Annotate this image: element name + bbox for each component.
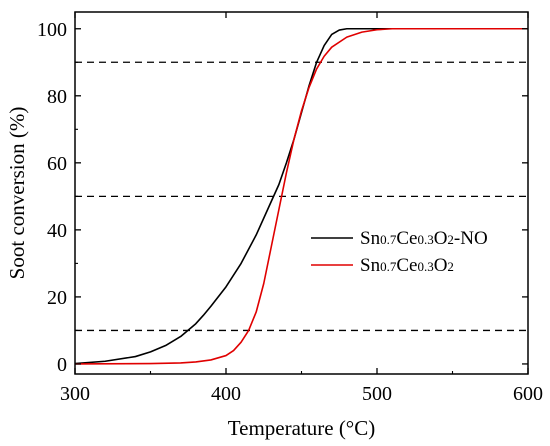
legend-label-2: Sn0.7Ce0.3O2 [360, 255, 454, 276]
x-axis-title: Temperature (°C) [228, 416, 375, 440]
reference-lines [75, 61, 528, 332]
x-tick-label: 500 [362, 383, 392, 405]
series-line-2 [74, 27, 528, 365]
series-lines [74, 27, 528, 365]
legend-label-1: Sn0.7Ce0.3O2-NO [360, 228, 488, 249]
plot-frame [74, 11, 529, 375]
y-tick-label: 20 [47, 287, 67, 309]
y-axis-title: Soot conversion (%) [5, 107, 29, 280]
x-axis-ticks: 300 400 500 600 [60, 12, 543, 405]
x-tick-label: 400 [211, 383, 241, 405]
y-axis-ticks: 0 20 40 60 80 100 [37, 19, 528, 376]
x-tick-label: 300 [60, 383, 90, 405]
y-tick-label: 80 [47, 86, 67, 108]
legend: Sn0.7Ce0.3O2-NO Sn0.7Ce0.3O2 [311, 228, 488, 276]
y-tick-label: 40 [47, 220, 67, 242]
y-tick-label: 0 [57, 354, 67, 376]
series-line-1 [74, 27, 528, 365]
y-tick-label: 60 [47, 153, 67, 175]
x-tick-label: 600 [513, 383, 543, 405]
y-tick-label: 100 [37, 19, 67, 41]
